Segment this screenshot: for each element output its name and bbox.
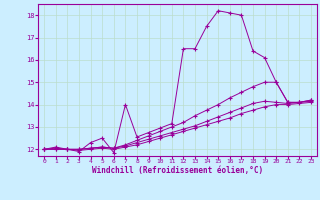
- X-axis label: Windchill (Refroidissement éolien,°C): Windchill (Refroidissement éolien,°C): [92, 166, 263, 175]
